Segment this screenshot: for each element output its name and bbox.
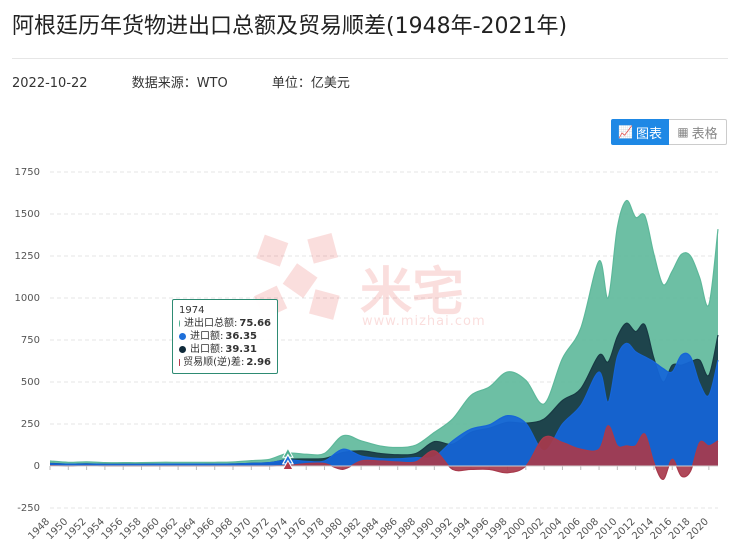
publish-date: 2022-10-22 xyxy=(12,76,88,91)
y-tick-label: 750 xyxy=(21,335,40,346)
y-tick-label: 1000 xyxy=(15,293,40,304)
table-icon: ▦ xyxy=(677,125,689,139)
meta-bar: 2022-10-22 数据来源：WTO 单位：亿美元 xyxy=(12,72,390,91)
tooltip-value-exports: 39.31 xyxy=(225,344,258,355)
y-tick-label: 1750 xyxy=(15,167,40,178)
y-tick-label: 250 xyxy=(21,419,40,430)
chart-view-button[interactable]: 📈 图表 xyxy=(611,119,669,145)
page-title: 阿根廷历年货物进出口总额及贸易顺差(1948年-2021年) xyxy=(12,14,568,39)
tooltip-label-imports: 进口额 xyxy=(190,331,220,342)
chart-tooltip: 1974 进出口总额: 75.66 进口额: 36.35 出口额: 39.31 … xyxy=(172,299,278,374)
y-tick-label: 1250 xyxy=(15,251,40,262)
tooltip-label-total: 进出口总额 xyxy=(183,318,234,329)
tooltip-dot-total xyxy=(179,320,180,327)
tooltip-value-total: 75.66 xyxy=(239,318,271,329)
y-tick-label: 500 xyxy=(21,377,40,388)
view-toggle: 📈 图表 ▦ 表格 xyxy=(611,119,727,145)
tooltip-row-balance: 贸易顺(逆)差: 2.96 xyxy=(179,357,271,368)
tooltip-row-exports: 出口额: 39.31 xyxy=(179,343,271,356)
tooltip-row-imports: 进口额: 36.35 xyxy=(179,330,271,343)
header-divider xyxy=(12,58,728,59)
tooltip-dot-exports xyxy=(179,346,186,353)
chart-view-label: 图表 xyxy=(635,126,662,142)
tooltip-value-imports: 36.35 xyxy=(225,331,258,342)
series-total-area xyxy=(50,200,718,467)
tooltip-dot-imports xyxy=(179,333,186,340)
series-balance-area xyxy=(50,425,718,480)
y-tick-label: 1500 xyxy=(15,209,40,220)
series-imports-line xyxy=(49,342,719,465)
tooltip-row-total: 进出口总额: 75.66 xyxy=(179,318,271,329)
tooltip-label-balance: 贸易顺(逆)差 xyxy=(183,357,241,368)
tooltip-value-balance: 2.96 xyxy=(246,357,271,368)
y-tick-label: -250 xyxy=(17,503,40,514)
hover-marker-balance xyxy=(282,459,294,471)
unit-label: 单位：亿美元 xyxy=(271,76,350,91)
tooltip-year: 1974 xyxy=(179,305,205,316)
table-view-label: 表格 xyxy=(691,126,718,142)
y-tick-label: 0 xyxy=(34,461,40,472)
tooltip-label-exports: 出口额 xyxy=(190,344,220,355)
table-view-button[interactable]: ▦ 表格 xyxy=(669,119,727,145)
series-total-line xyxy=(49,199,719,464)
series-exports-area xyxy=(50,323,718,466)
chart-icon: 📈 xyxy=(618,125,633,139)
data-source: 数据来源：WTO xyxy=(131,76,228,91)
